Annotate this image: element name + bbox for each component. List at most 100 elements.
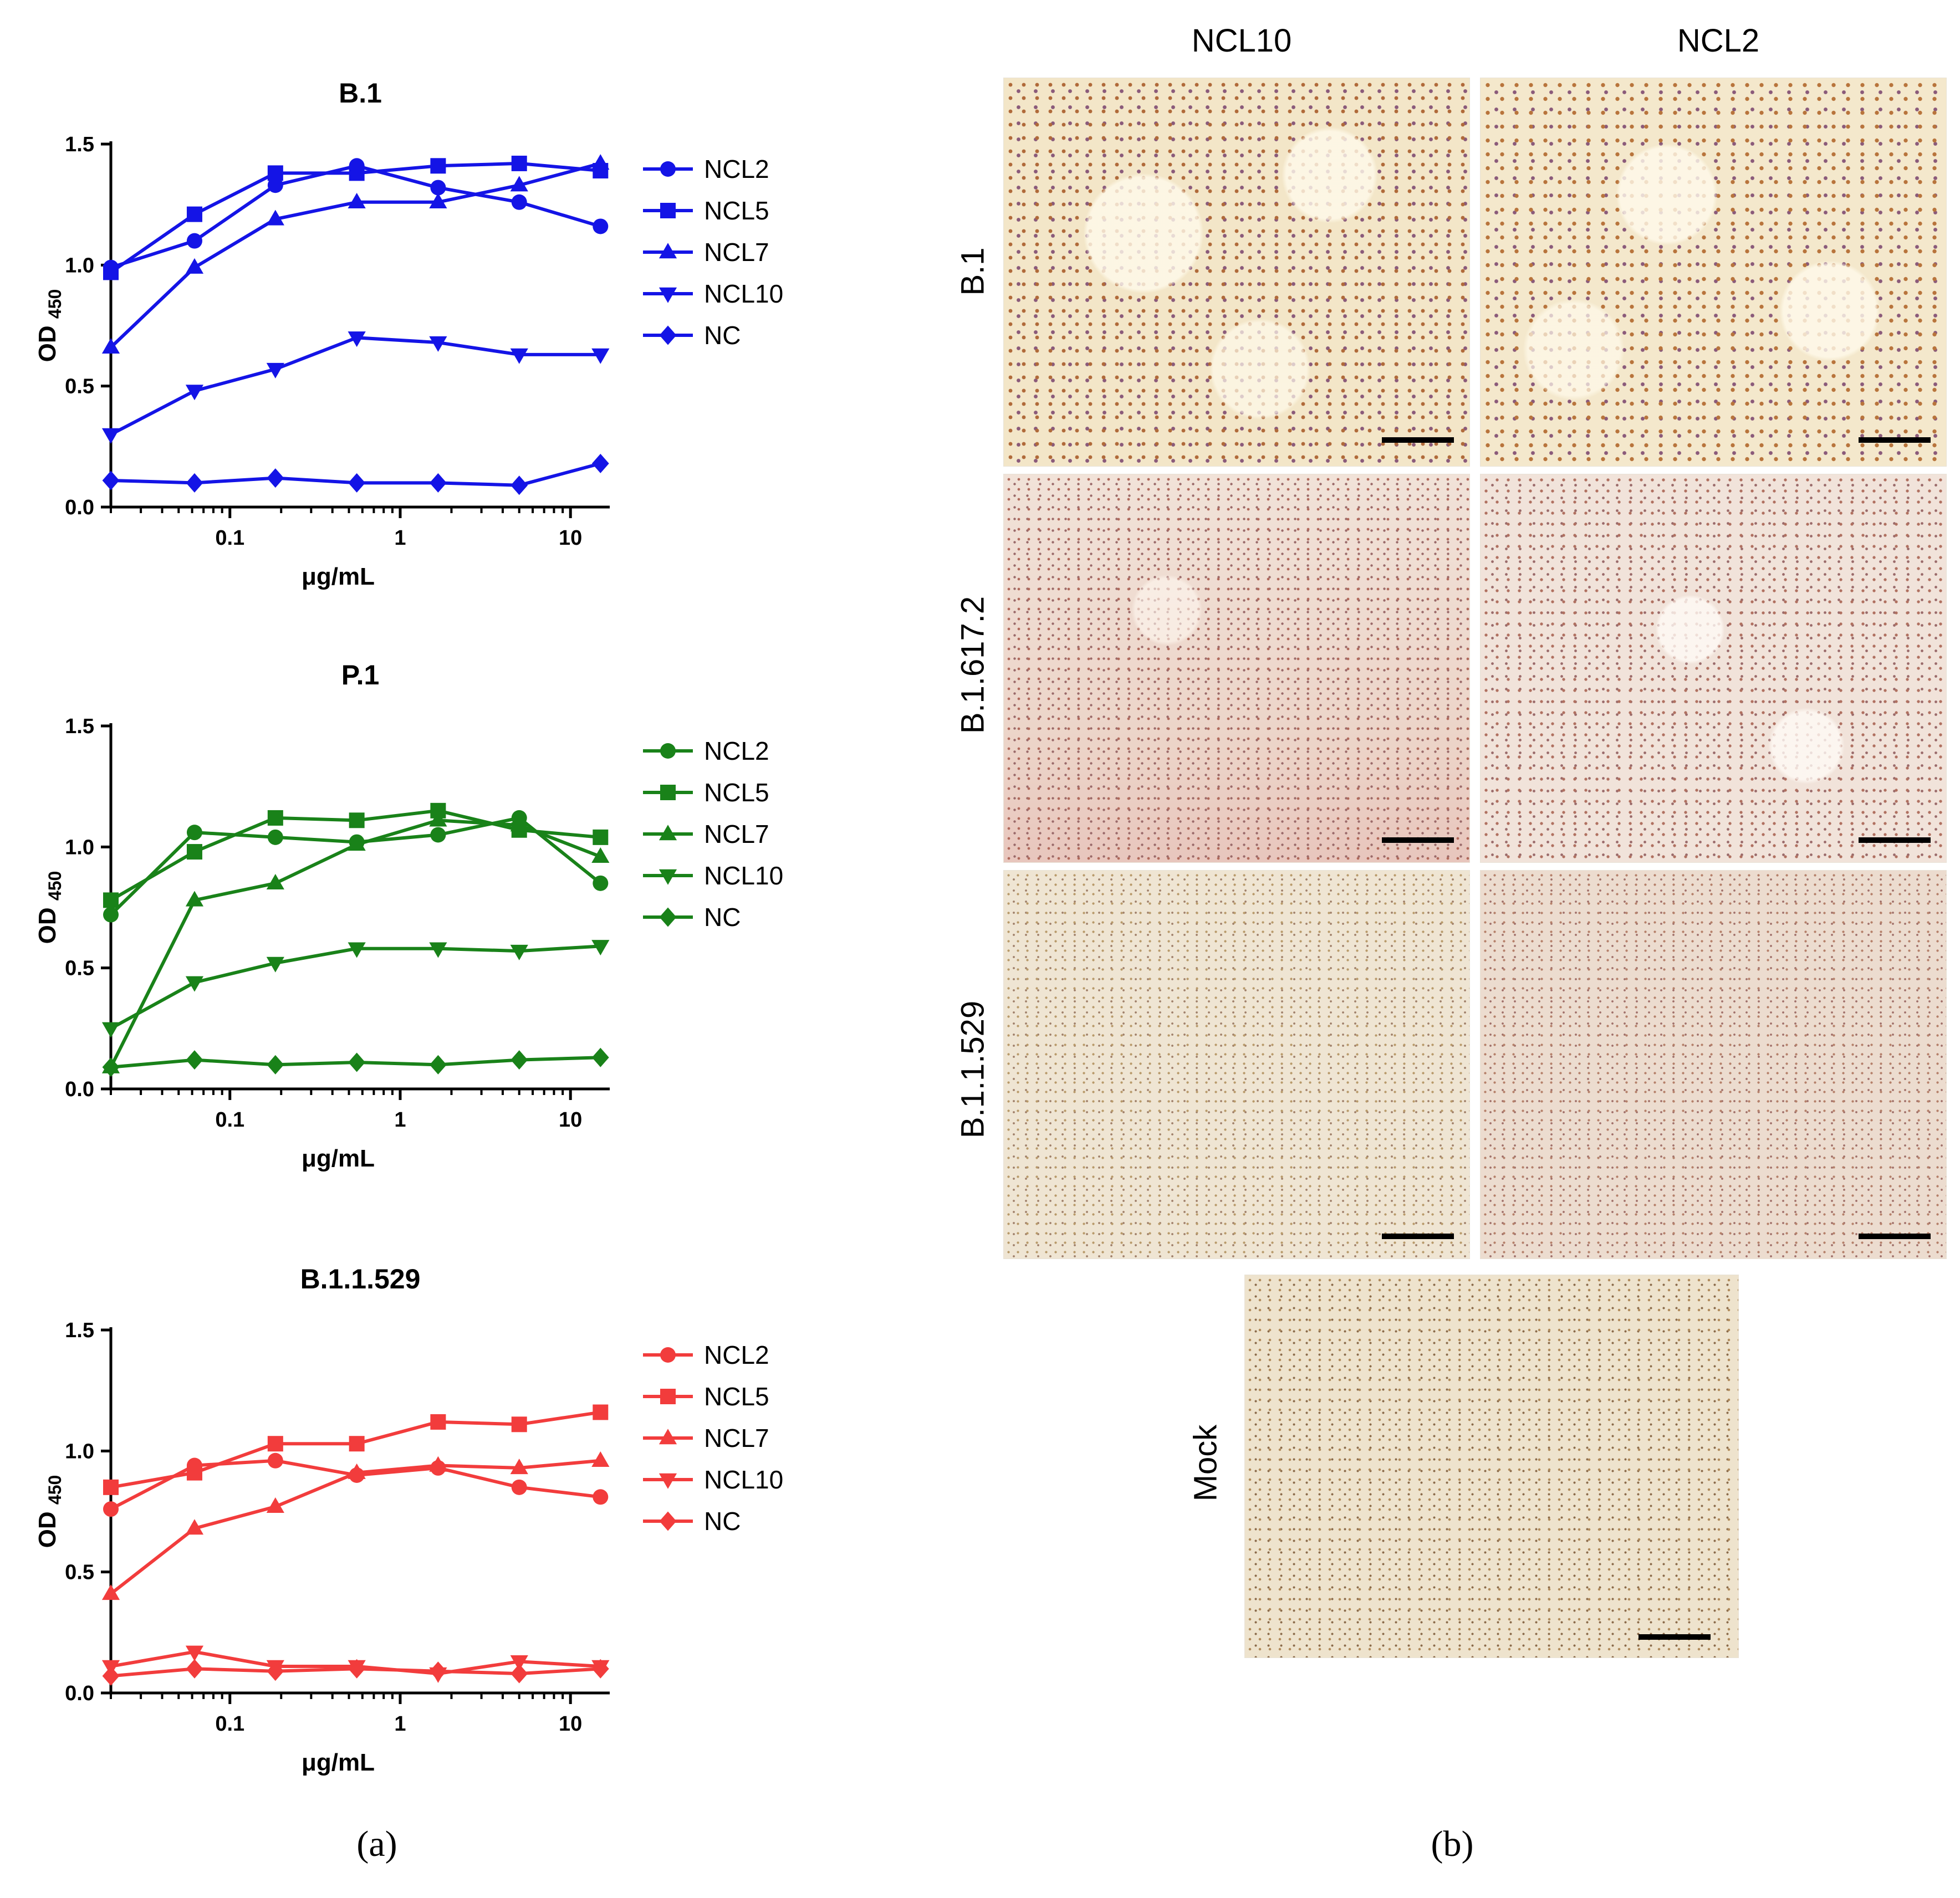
- series-ncl5: [103, 1404, 609, 1495]
- y-tick-label: 1.5: [65, 133, 94, 156]
- data-point: [510, 1655, 528, 1671]
- y-tick-label: 0.5: [65, 1561, 94, 1584]
- y-tick-label: 0.0: [65, 1682, 94, 1705]
- data-point: [511, 1664, 528, 1684]
- x-tick-label: 0.1: [215, 1108, 244, 1132]
- data-point: [266, 1497, 284, 1513]
- legend-item-ncl2: NCL2: [643, 1341, 769, 1369]
- series-ncl10: [101, 331, 610, 444]
- scale-bar: [1639, 1634, 1711, 1640]
- legend-marker: [660, 785, 676, 800]
- x-axis-label: μg/mL: [302, 1749, 375, 1776]
- data-point: [185, 976, 204, 992]
- legend-label: NCL10: [704, 279, 783, 308]
- data-point: [348, 1052, 366, 1072]
- legend-item-ncl5: NCL5: [643, 778, 769, 807]
- data-point: [101, 338, 120, 354]
- data-point: [103, 892, 119, 908]
- column-header-ncl2: NCL2: [1677, 23, 1760, 59]
- scale-bar: [1382, 1234, 1454, 1239]
- data-point: [267, 177, 283, 193]
- y-axis-label: OD 450: [34, 871, 65, 944]
- data-point: [186, 473, 203, 493]
- data-point: [103, 907, 119, 923]
- legend-item-ncl7: NCL7: [643, 820, 769, 848]
- y-tick-label: 1.0: [65, 254, 94, 277]
- data-point: [429, 1661, 447, 1681]
- legend-item-ncl5: NCL5: [643, 196, 769, 225]
- data-point: [101, 1584, 120, 1600]
- data-point: [186, 1465, 202, 1481]
- data-point: [186, 844, 202, 860]
- data-point: [101, 1022, 120, 1038]
- data-point: [430, 158, 446, 174]
- series-nc: [102, 453, 609, 495]
- data-point: [348, 942, 366, 958]
- scale-bar: [1382, 437, 1454, 443]
- data-point: [186, 1050, 203, 1070]
- chart-p1: P.1 0.0 0.5 1.0 1.5 0.1 1 10 μg/mL OD 450 NCL2 NCL5…: [34, 659, 783, 1172]
- x-tick-label: 0.1: [215, 1712, 244, 1736]
- legend-marker: [659, 325, 677, 345]
- data-point: [102, 1057, 120, 1077]
- data-point: [267, 1661, 284, 1681]
- legend-label: NCL10: [704, 861, 783, 890]
- series-nc: [102, 1047, 609, 1077]
- y-axis-label-group: OD 450: [34, 871, 65, 944]
- data-point: [185, 385, 204, 401]
- micrograph-b16172-ncl2: [1480, 474, 1947, 863]
- row-label-b1: B.1: [955, 247, 991, 296]
- x-tick-label: 1: [394, 1712, 406, 1736]
- legend-item-nc: NC: [643, 321, 741, 350]
- data-point: [430, 180, 446, 196]
- data-point: [591, 154, 610, 170]
- x-tick-label: 10: [559, 1712, 582, 1736]
- chart-b1: B.1 0.0 0.5 1.0 1.5 0.1 1 10 μg/mL OD 450 NCL2 NCL5…: [34, 78, 783, 590]
- series-ncl10: [101, 940, 610, 1038]
- chart-title: B.1.1.529: [300, 1263, 421, 1295]
- data-point: [348, 1463, 366, 1479]
- data-point: [267, 829, 283, 845]
- data-point: [510, 816, 528, 832]
- legend-marker: [659, 1429, 677, 1445]
- x-axis-label: μg/mL: [302, 1145, 375, 1172]
- data-point: [349, 1436, 365, 1452]
- series-nc: [102, 1659, 609, 1686]
- chart-title: P.1: [341, 659, 380, 690]
- data-point: [510, 176, 528, 192]
- data-point: [591, 847, 610, 863]
- data-point: [185, 258, 204, 274]
- data-point: [348, 1659, 366, 1679]
- chart-title: B.1: [339, 78, 382, 109]
- data-point: [429, 193, 447, 208]
- y-axis-label: OD 450: [34, 289, 65, 362]
- series-ncl7: [101, 1451, 610, 1600]
- micrograph-b1-ncl2: [1480, 78, 1947, 467]
- data-point: [185, 1645, 204, 1661]
- series-ncl2: [103, 1452, 609, 1517]
- legend-marker: [659, 825, 677, 841]
- legend-item-ncl7: NCL7: [643, 1424, 769, 1452]
- legend-label: NCL2: [704, 155, 769, 183]
- legend-item-ncl10: NCL10: [643, 279, 783, 308]
- data-point: [266, 209, 284, 226]
- series-ncl5: [103, 802, 609, 908]
- legend-marker: [660, 203, 676, 218]
- data-point: [186, 1659, 203, 1679]
- data-point: [429, 1055, 447, 1075]
- data-point: [511, 1479, 527, 1495]
- series-ncl7: [101, 154, 610, 354]
- data-point: [591, 1451, 610, 1467]
- panel-label-a: (a): [356, 1824, 397, 1864]
- y-tick-label: 0.5: [65, 957, 94, 980]
- scale-bar: [1859, 837, 1931, 843]
- data-point: [101, 428, 120, 444]
- series-ncl5: [103, 155, 609, 280]
- data-point: [185, 891, 204, 907]
- legend-label: NC: [704, 903, 741, 932]
- micrograph-b1-ncl10: [1003, 78, 1470, 467]
- legend-marker: [659, 869, 677, 885]
- data-point: [429, 811, 447, 827]
- series-line-ncl2: [109, 816, 602, 916]
- legend-marker: [660, 161, 676, 177]
